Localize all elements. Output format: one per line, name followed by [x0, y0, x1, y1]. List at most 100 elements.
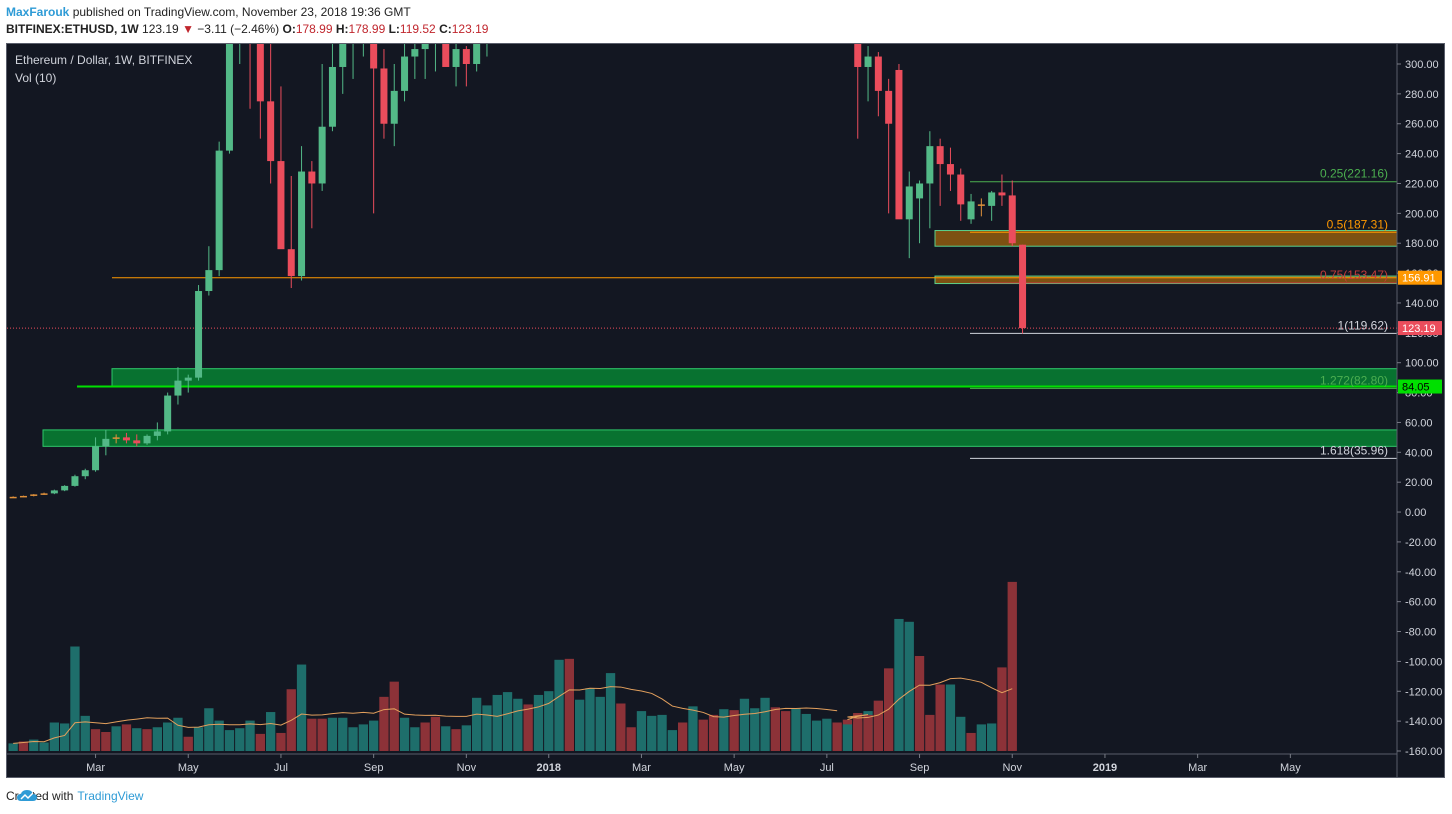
volume-bar: [636, 711, 647, 751]
price-axis-label: 140.00: [1405, 298, 1439, 310]
volume-bar: [739, 698, 750, 751]
volume-bar: [193, 727, 204, 751]
price-axis-label: 240.00: [1405, 149, 1439, 161]
volume-bar: [976, 724, 986, 751]
candle-body: [905, 186, 913, 220]
volume-bar: [101, 732, 111, 751]
low-value: 119.52: [399, 22, 436, 36]
price-axis-label: 220.00: [1405, 178, 1439, 190]
candle-body: [328, 66, 336, 127]
volume-bar: [276, 732, 286, 751]
volume-bar: [575, 699, 585, 751]
tradingview-link[interactable]: TradingView: [77, 789, 144, 803]
volume-bar: [760, 697, 770, 751]
candle-body: [61, 485, 69, 491]
volume-bar: [410, 727, 420, 751]
candle-body: [854, 44, 862, 67]
candle-body: [1019, 244, 1027, 329]
volume-bar: [224, 730, 235, 751]
volume-bar: [29, 739, 39, 751]
volume-bar: [966, 732, 976, 751]
price-tag: [1398, 321, 1442, 336]
candle-body: [215, 150, 223, 271]
volume-bar: [255, 733, 265, 751]
candle-body: [9, 496, 17, 499]
volume-bar: [142, 729, 152, 751]
volume-ma-line: [13, 686, 838, 744]
volume-bar: [369, 720, 379, 751]
volume-bar: [987, 723, 997, 751]
volume-bar: [132, 728, 142, 751]
candle-body: [957, 174, 965, 205]
candle-body: [133, 440, 141, 444]
header-line-1: MaxFarouk published on TradingView.com, …: [6, 5, 411, 19]
volume-bar: [801, 713, 811, 751]
volume-bar: [997, 667, 1007, 751]
volume-bar: [451, 729, 461, 751]
volume-bar: [533, 694, 544, 751]
volume-bar: [482, 705, 492, 751]
candle-body: [225, 44, 233, 151]
symbol-label: BITFINEX:ETHUSD, 1W: [6, 22, 139, 36]
volume-bar: [163, 722, 173, 751]
volume-bar: [605, 673, 616, 751]
volume-legend: Vol (10): [15, 71, 56, 85]
candle-body: [92, 446, 100, 471]
candle-body: [1008, 195, 1016, 244]
footer: Created with TradingView: [6, 789, 143, 803]
high-label: H:: [335, 22, 349, 36]
volume-bar: [338, 717, 348, 751]
candle-body: [864, 56, 872, 67]
fib-level-label: 0.75(153.47): [1320, 268, 1388, 282]
volume-bar: [904, 621, 914, 751]
header-line-2: BITFINEX:ETHUSD, 1W 123.19 ▼ −3.11 (−2.4…: [6, 22, 488, 36]
volume-bar: [914, 656, 925, 751]
volume-bar: [647, 715, 657, 751]
candle-body: [50, 490, 58, 494]
volume-bar: [791, 708, 801, 751]
volume-bar: [420, 722, 430, 751]
candle-body: [174, 380, 182, 396]
volume-bar: [111, 726, 121, 751]
candle-body: [153, 431, 161, 436]
volume-ma-line: [847, 677, 1013, 721]
volume-bar: [564, 658, 574, 751]
candle-body: [40, 493, 48, 495]
volume-bar: [39, 742, 49, 751]
time-axis-label: Jul: [274, 762, 288, 774]
price-axis-label: 260.00: [1405, 119, 1439, 131]
time-axis-label: May: [724, 762, 745, 774]
price-tag-label: 84.05: [1402, 382, 1430, 394]
candle-body: [977, 204, 985, 206]
candle-body: [102, 438, 110, 447]
price-axis-label: -160.00: [1405, 746, 1442, 758]
author-name[interactable]: MaxFarouk: [6, 5, 70, 19]
candle-body: [462, 49, 470, 64]
chart-frame[interactable]: 0.25(221.16) 0.5(187.31) 0.75(153.47) 1(119…: [6, 43, 1445, 778]
candle-body: [19, 495, 27, 498]
price-zone: [934, 230, 1398, 247]
candle-body: [143, 435, 151, 444]
time-axis-label: 2019: [1093, 762, 1117, 774]
time-axis-label: Nov: [1002, 762, 1022, 774]
volume-bar: [894, 618, 904, 751]
price-axis-label: 200.00: [1405, 208, 1439, 220]
volume-bar: [708, 714, 719, 751]
volume-bar: [698, 719, 708, 751]
price-axis-label: -60.00: [1405, 597, 1436, 609]
volume-bar: [616, 703, 626, 751]
down-arrow-icon: ▼: [182, 22, 194, 36]
last-price: 123.19: [142, 22, 179, 36]
volume-bar: [245, 720, 255, 751]
volume-bar: [678, 722, 688, 751]
candle-body: [452, 49, 460, 67]
volume-bar: [461, 725, 471, 751]
time-axis-label: Mar: [86, 762, 105, 774]
candle-body: [926, 146, 934, 184]
price-chart[interactable]: 0.25(221.16) 0.5(187.31) 0.75(153.47) 1(119…: [7, 44, 1445, 778]
candle-body: [885, 90, 893, 124]
price-axis-label: 300.00: [1405, 59, 1439, 71]
volume-bar: [595, 696, 605, 751]
volume-bar: [399, 717, 410, 751]
candle-body: [71, 476, 79, 486]
